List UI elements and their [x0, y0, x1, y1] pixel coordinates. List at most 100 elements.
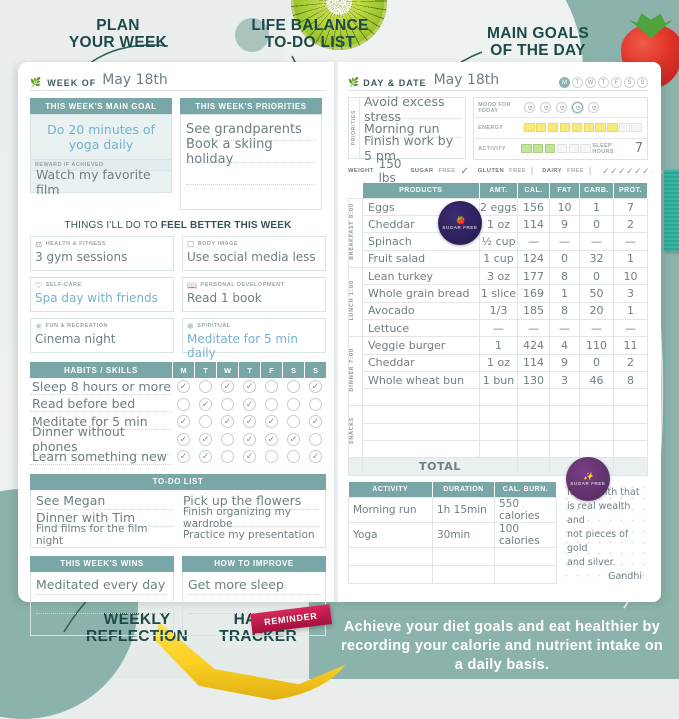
check-icon[interactable]: ✓: [265, 415, 278, 429]
energy-bar-segment-7[interactable]: [607, 123, 618, 133]
mood-face-icon-4[interactable]: [588, 102, 600, 114]
nutrition-cell-calories[interactable]: —: [517, 318, 550, 338]
habit-check-cell[interactable]: [173, 397, 194, 411]
habit-check-cell[interactable]: ✓: [173, 415, 194, 429]
priority-line[interactable]: See grandparents: [186, 119, 316, 141]
water-glass-7[interactable]: ○: [658, 165, 664, 176]
nutrition-cell-calories[interactable]: 424: [517, 336, 550, 355]
todo-item[interactable]: See Megan: [36, 493, 173, 510]
habit-check-cell[interactable]: ✓: [239, 380, 260, 394]
habit-check-cell[interactable]: ✓: [195, 432, 216, 446]
habit-check-cell[interactable]: [283, 450, 304, 464]
life-area-cell[interactable]: ☐ BODY IMAGE Use social media less: [182, 236, 326, 271]
nutrition-cell-protein[interactable]: 3: [613, 284, 648, 303]
habit-check-cell[interactable]: ✓: [239, 450, 260, 464]
nutrition-cell-carbs[interactable]: [579, 422, 614, 442]
check-icon[interactable]: ✓: [199, 397, 212, 411]
check-icon[interactable]: ✓: [199, 432, 212, 446]
nutrition-cell-fat[interactable]: 10: [549, 197, 580, 217]
nutrition-cell-fat[interactable]: [549, 388, 580, 407]
nutrition-cell-protein[interactable]: [613, 422, 648, 442]
activity-cell-activity[interactable]: [348, 564, 433, 584]
check-icon[interactable]: ✓: [287, 432, 300, 446]
energy-bar-segment-5[interactable]: [583, 123, 595, 133]
nutrition-cell-calories[interactable]: 124: [517, 249, 550, 269]
nutrition-cell-fat[interactable]: 4: [549, 336, 580, 355]
priority-line[interactable]: [186, 185, 316, 207]
habit-check-cell[interactable]: ✓: [283, 432, 304, 446]
nutrition-cell-calories[interactable]: [517, 422, 550, 442]
habit-check-cell[interactable]: [305, 397, 326, 411]
check-icon[interactable]: ✓: [177, 432, 190, 446]
nutrition-cell-fat[interactable]: —: [549, 318, 580, 338]
habit-check-cell[interactable]: [261, 450, 282, 464]
check-icon[interactable]: ✓: [221, 380, 234, 394]
habit-check-cell[interactable]: ✓: [239, 397, 260, 411]
energy-row[interactable]: ENERGY: [474, 118, 647, 139]
daily-priority-item[interactable]: Finish work by 5 pm: [364, 133, 461, 163]
nutrition-cell-calories[interactable]: 114: [517, 215, 550, 234]
empty-circle-icon[interactable]: [287, 380, 300, 394]
nutrition-cell-protein[interactable]: 10: [613, 267, 648, 286]
habit-check-cell[interactable]: ✓: [217, 380, 238, 394]
mood-face-group[interactable]: [524, 102, 604, 114]
empty-circle-icon[interactable]: [199, 380, 212, 394]
energy-bar-segment-8[interactable]: [619, 123, 630, 133]
daily-priority-item[interactable]: Avoid excess stress: [364, 94, 462, 124]
nutrition-cell-calories[interactable]: 177: [517, 267, 550, 286]
activity-bar-segment-1[interactable]: [532, 144, 544, 154]
habit-label[interactable]: Dinner without phones: [30, 424, 172, 455]
nutrition-cell-calories[interactable]: [517, 388, 550, 407]
check-icon[interactable]: ✓: [243, 450, 256, 464]
nutrition-cell-amount[interactable]: 2 eggs: [479, 197, 518, 217]
nutrition-cell-carbs[interactable]: 110: [579, 336, 614, 355]
mood-face-icon-1[interactable]: [540, 102, 552, 114]
todo-item[interactable]: Practice my presentation: [183, 527, 320, 544]
activity-cell-burn[interactable]: [494, 564, 557, 584]
empty-circle-icon[interactable]: [309, 432, 322, 446]
activity-bar-segment-2[interactable]: [544, 144, 556, 154]
habit-check-cell[interactable]: [217, 450, 238, 464]
empty-circle-icon[interactable]: [287, 397, 300, 411]
habit-check-cell[interactable]: ✓: [217, 415, 238, 429]
day-pill-2[interactable]: W: [585, 77, 596, 88]
nutrition-cell-fat[interactable]: [549, 422, 580, 442]
nutrition-cell-calories[interactable]: 114: [517, 353, 550, 372]
habit-label[interactable]: Sleep 8 hours or more: [30, 379, 172, 395]
energy-bar-segment-4[interactable]: [571, 123, 583, 133]
energy-bar-segment-3[interactable]: [559, 123, 571, 133]
nutrition-cell-protein[interactable]: —: [613, 232, 648, 251]
day-pill-3[interactable]: T: [598, 77, 609, 88]
check-icon[interactable]: ✓: [243, 397, 256, 411]
nutrition-cell-carbs[interactable]: [579, 440, 614, 459]
nutrition-cell-amount[interactable]: [479, 440, 518, 459]
nutrition-cell-amount[interactable]: [479, 388, 518, 407]
energy-bar-segment-1[interactable]: [535, 123, 547, 133]
gluten-free-checkbox[interactable]: [531, 167, 534, 176]
activity-cell-duration[interactable]: 1h 15min: [432, 496, 495, 523]
empty-circle-icon[interactable]: [177, 397, 190, 411]
total-cal-cell[interactable]: [517, 457, 550, 476]
nutrition-cell-calories[interactable]: 156: [517, 197, 550, 217]
water-glasses-tracker[interactable]: ✓ ✓ ✓ ✓ ✓ ✓ ○ ○: [602, 165, 664, 176]
improve-item[interactable]: Get more sleep: [188, 576, 320, 595]
reward-value-field[interactable]: Watch my favorite film: [30, 167, 172, 197]
activity-cell-burn[interactable]: 100 calories: [494, 521, 557, 548]
mood-row[interactable]: MOOD FOR TODAY: [474, 98, 647, 119]
habit-check-cell[interactable]: [217, 432, 238, 446]
habit-label[interactable]: Read before bed: [30, 396, 172, 413]
activity-cell-duration[interactable]: [432, 546, 495, 566]
nutrition-cell-product[interactable]: [362, 440, 480, 459]
water-glass-2[interactable]: ✓: [618, 165, 626, 176]
weight-value[interactable]: 150 lbs: [378, 157, 402, 186]
daily-priority-item[interactable]: Morning run: [364, 119, 462, 138]
empty-circle-icon[interactable]: [287, 415, 300, 429]
mood-face-icon-3[interactable]: [572, 102, 584, 114]
habit-check-cell[interactable]: [195, 380, 216, 394]
nutrition-cell-product[interactable]: [362, 422, 480, 442]
nutrition-cell-amount[interactable]: ½ cup: [479, 232, 518, 251]
energy-bar-segment-9[interactable]: [631, 123, 642, 133]
activity-cell-burn[interactable]: 550 calories: [494, 496, 557, 523]
wins-item[interactable]: Meditated every day: [36, 576, 168, 595]
check-icon[interactable]: ✓: [243, 380, 256, 394]
